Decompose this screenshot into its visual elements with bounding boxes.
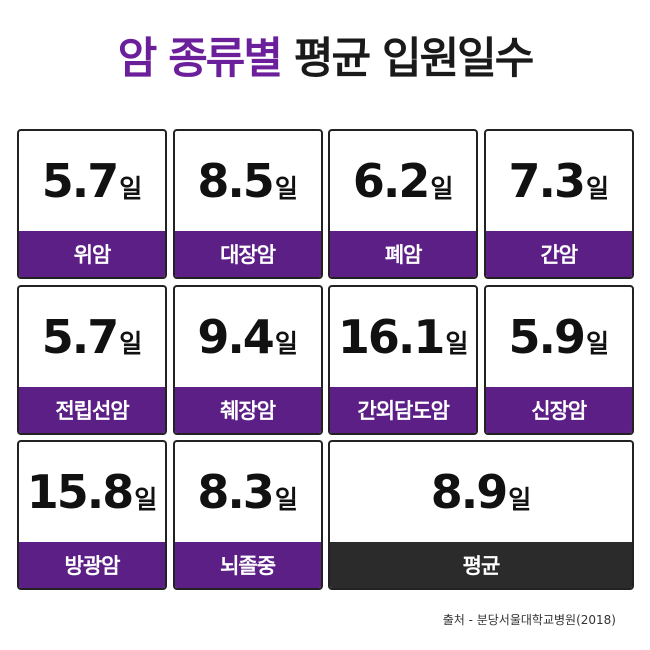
stat-number: 16.1 [337, 309, 445, 364]
stat-card: 7.3 일 간암 [483, 129, 634, 279]
stat-unit: 일 [119, 329, 143, 358]
stat-value: 16.1 일 [330, 287, 476, 387]
stat-card: 8.3 일 뇌졸중 [172, 440, 323, 590]
stat-value: 5.9 일 [486, 287, 632, 387]
stat-number: 9.4 [197, 309, 274, 364]
stat-value: 8.3 일 [175, 442, 321, 542]
stat-number: 7.3 [508, 154, 586, 208]
stat-label: 폐암 [330, 231, 477, 277]
stat-card: 5.9 일 신장암 [483, 284, 634, 435]
stat-value: 8.9 일 [330, 442, 632, 542]
stat-value: 6.2 일 [330, 131, 476, 231]
stat-card: 6.2 일 폐암 [328, 129, 479, 279]
stat-card: 8.5 일 대장암 [172, 129, 323, 279]
stat-number: 5.7 [41, 154, 119, 208]
stat-card: 15.8 일 방광암 [17, 440, 167, 590]
stat-label: 간암 [485, 231, 632, 277]
stat-number: 6.2 [352, 154, 430, 208]
stat-unit: 일 [508, 484, 532, 514]
page-title: 암 종류별 평균 입원일수 [0, 38, 650, 81]
stat-number: 5.9 [508, 309, 586, 364]
stat-number: 8.9 [430, 465, 508, 519]
stat-unit: 일 [586, 173, 610, 203]
stat-value: 9.4 일 [175, 287, 321, 387]
stat-card: 5.7 일 전립선암 [17, 284, 167, 435]
stats-grid: 5.7 일 위암 8.5 일 대장암 6.2 일 폐암 7.3 일 간암 5.7 일 전립선암 9.4 일 췌장암… [17, 129, 634, 590]
stat-value: 8.5 일 [175, 131, 321, 231]
stat-value: 7.3 일 [486, 131, 632, 231]
stat-value: 5.7 일 [19, 131, 165, 231]
source-note: 출처 - 분당서울대학교병원(2018) [442, 613, 616, 627]
stat-value: 15.8 일 [19, 442, 165, 542]
stat-value: 5.7 일 [19, 287, 165, 387]
stat-label: 평균 [330, 542, 632, 588]
stat-number: 5.7 [41, 309, 119, 364]
stat-label: 위암 [19, 231, 165, 277]
title-accent: 암 종류별 [117, 34, 283, 84]
stat-unit: 일 [274, 173, 298, 203]
average-card: 8.9 일 평균 [328, 440, 634, 590]
stat-unit: 일 [430, 173, 454, 203]
stat-card: 5.7 일 위암 [17, 129, 167, 279]
stat-label: 방광암 [19, 542, 165, 588]
stat-label: 신장암 [485, 386, 632, 433]
stat-number: 8.5 [197, 154, 274, 208]
stat-card: 9.4 일 췌장암 [172, 284, 323, 435]
stat-unit: 일 [586, 329, 610, 358]
stat-unit: 일 [119, 173, 143, 203]
stat-label: 간외담도암 [330, 386, 477, 433]
stat-label: 대장암 [174, 231, 321, 277]
stat-number: 8.3 [197, 465, 274, 519]
stat-card: 16.1 일 간외담도암 [328, 284, 479, 435]
stat-unit: 일 [274, 329, 298, 358]
stat-label: 전립선암 [19, 386, 165, 433]
stat-unit: 일 [274, 484, 298, 514]
stat-unit: 일 [445, 329, 469, 358]
title-rest: 평균 입원일수 [293, 34, 534, 84]
stat-number: 15.8 [26, 465, 134, 519]
stat-unit: 일 [134, 484, 158, 514]
stat-label: 췌장암 [174, 386, 321, 433]
stat-label: 뇌졸중 [174, 542, 321, 588]
